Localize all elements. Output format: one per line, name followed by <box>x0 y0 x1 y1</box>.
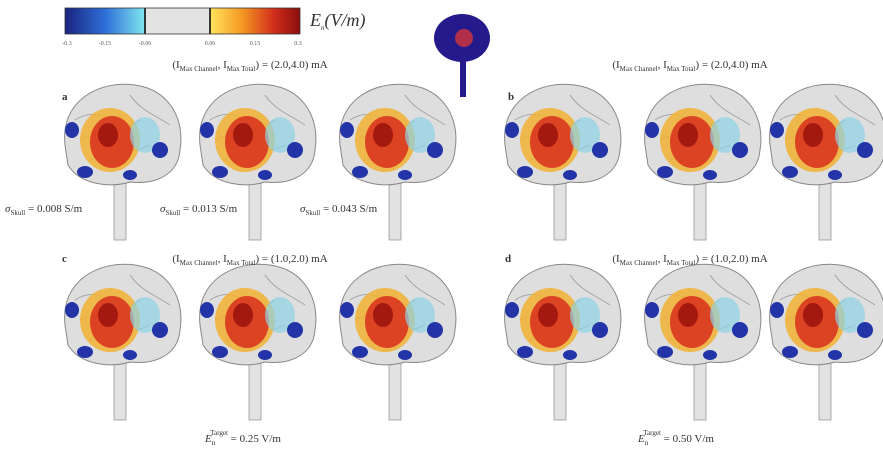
conductivity-label: σSkull = 0.043 S/m <box>300 203 378 217</box>
caption-part: ) = (1.0,2.0) mA <box>255 253 327 265</box>
caption-sub: Max Total <box>227 65 256 73</box>
caption-part: , I <box>658 59 668 71</box>
colorbar-tick-label: 0.3 <box>294 41 302 47</box>
symbol: σ <box>300 203 306 215</box>
brain <box>339 263 457 421</box>
caption-part: , I <box>218 59 228 71</box>
caption-sub: Max Total <box>667 259 696 267</box>
colorbar-tick-label: -0.06 <box>139 41 152 47</box>
brain <box>199 83 317 241</box>
colorbar-tick-label: 0.15 <box>250 41 261 47</box>
caption-part: , I <box>658 253 668 265</box>
panel-label: d <box>505 253 511 265</box>
panel-caption: (IMax Channel, IMax Total) = (1.0,2.0) m… <box>172 253 327 267</box>
value: = 0.013 S/m <box>180 203 237 215</box>
panel-caption: (IMax Channel, IMax Total) = (1.0,2.0) m… <box>612 253 767 267</box>
symbol: σ <box>160 203 166 215</box>
panel-caption: (IMax Channel, IMax Total) = (2.0,4.0) m… <box>172 59 327 73</box>
colorbar-positive <box>210 8 300 34</box>
caption-part: , I <box>218 253 228 265</box>
caption-part: ) = (1.0,2.0) mA <box>695 253 767 265</box>
brain <box>644 83 762 241</box>
brain <box>769 83 883 241</box>
caption-part: (I <box>172 59 180 71</box>
brain <box>769 263 883 421</box>
subscript: Skull <box>165 209 180 217</box>
caption-sub: Max Channel <box>620 259 658 267</box>
value: = 0.043 S/m <box>320 203 377 215</box>
colorbar-label: En(V/m) <box>309 10 365 32</box>
brain <box>199 263 317 421</box>
panel-label: c <box>62 253 67 265</box>
value: = 0.50 V/m <box>661 433 715 445</box>
superscript: Target <box>643 429 661 437</box>
brain <box>339 83 457 241</box>
brain <box>644 263 762 421</box>
panel-caption: (IMax Channel, IMax Total) = (2.0,4.0) m… <box>612 59 767 73</box>
caption-sub: Max Channel <box>620 65 658 73</box>
colorbar-ticks: -0.3 -0.15 -0.06 0.06 0.15 0.3 <box>62 41 302 47</box>
value: = 0.008 S/m <box>25 203 82 215</box>
caption-part: ) = (2.0,4.0) mA <box>255 59 327 71</box>
head-icon <box>434 14 490 97</box>
conductivity-label: σSkull = 0.008 S/m <box>5 203 83 217</box>
subscript: n <box>645 439 649 447</box>
brain <box>504 83 622 241</box>
colorbar-neutral <box>145 8 210 34</box>
subscript: Skull <box>305 209 320 217</box>
symbol: E <box>204 433 212 445</box>
caption-sub: Max Total <box>667 65 696 73</box>
brain <box>64 263 182 421</box>
caption-sub: Max Total <box>227 259 256 267</box>
caption-part: (I <box>612 59 620 71</box>
caption-part: ) = (2.0,4.0) mA <box>695 59 767 71</box>
caption-part: (I <box>172 253 180 265</box>
colorbar-tick-label: -0.15 <box>99 41 112 47</box>
subscript: Skull <box>10 209 25 217</box>
caption-part: (I <box>612 253 620 265</box>
colorbar-negative <box>65 8 145 34</box>
superscript: Target <box>210 429 228 437</box>
caption-sub: Max Channel <box>180 65 218 73</box>
symbol: σ <box>5 203 11 215</box>
target-label: En Target = 0.50 V/m <box>637 429 714 447</box>
colorbar-tick-label: -0.3 <box>62 41 72 47</box>
conductivity-label: σSkull = 0.013 S/m <box>160 203 238 217</box>
panel-label: b <box>508 91 514 103</box>
colorbar-tick-label: 0.06 <box>205 41 216 47</box>
brain <box>504 263 622 421</box>
caption-sub: Max Channel <box>180 259 218 267</box>
panel-label: a <box>62 91 68 103</box>
subscript: n <box>212 439 216 447</box>
target-label: En Target = 0.25 V/m <box>204 429 281 447</box>
brain <box>64 83 182 241</box>
value: = 0.25 V/m <box>228 433 282 445</box>
symbol: E <box>637 433 645 445</box>
